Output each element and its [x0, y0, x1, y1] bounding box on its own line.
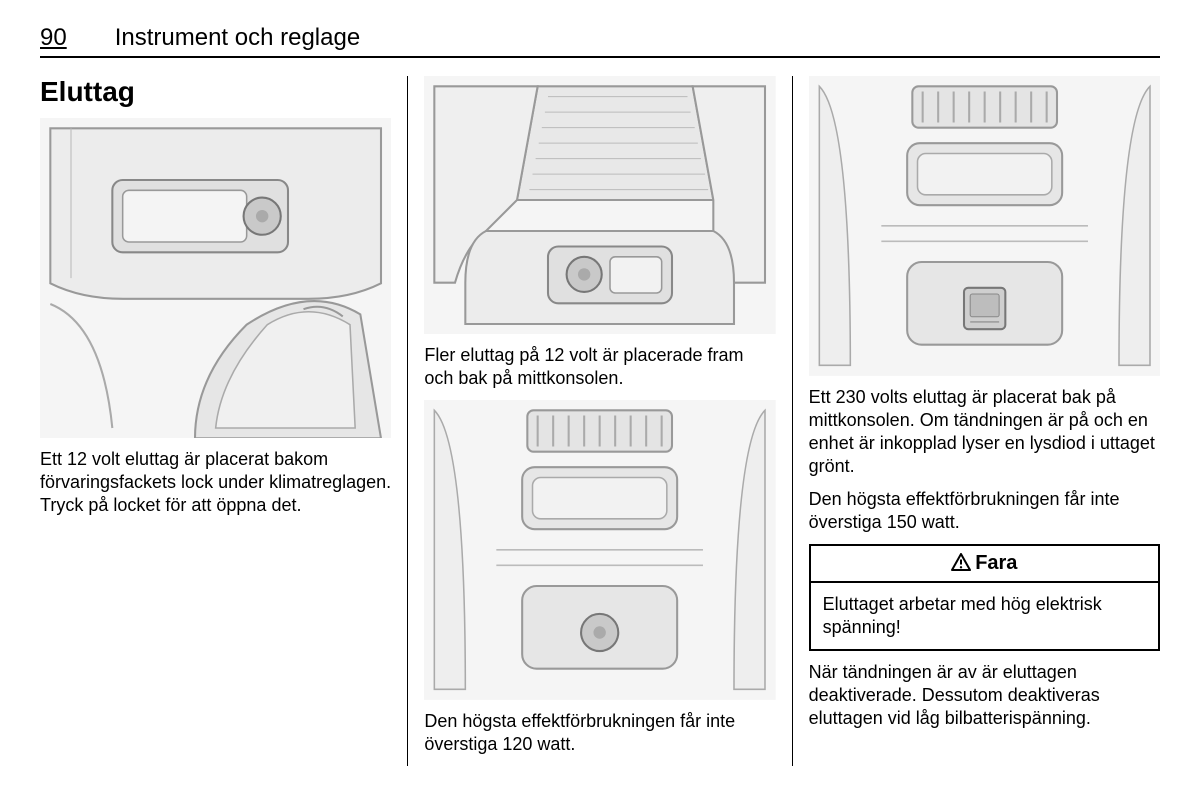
warning-title: Fara	[811, 546, 1158, 583]
paragraph: Den högsta effektförbrukningen får inte …	[809, 488, 1160, 534]
page-number: 90	[40, 24, 67, 52]
paragraph: Den högsta effektförbrukningen får inte …	[424, 710, 775, 756]
column-2: Fler eluttag på 12 volt är placerade fra…	[407, 76, 791, 766]
column-3: Ett 230 volts eluttag är placerat bak på…	[792, 76, 1160, 766]
paragraph: Ett 230 volts eluttag är placerat bak på…	[809, 386, 1160, 478]
content-columns: Eluttag Ett 12 volt eluttag är placerat …	[40, 76, 1160, 766]
illustration-rear-console-12v	[424, 400, 775, 700]
warning-body: Eluttaget arbetar med hög elektrisk spän…	[811, 583, 1158, 649]
warning-box: Fara Eluttaget arbetar med hög elektrisk…	[809, 544, 1160, 651]
illustration-rear-console-230v	[809, 76, 1160, 376]
page-header: 90 Instrument och reglage	[40, 24, 1160, 58]
column-1: Eluttag Ett 12 volt eluttag är placerat …	[40, 76, 407, 766]
section-heading: Eluttag	[40, 76, 391, 108]
paragraph: Fler eluttag på 12 volt är placerade fra…	[424, 344, 775, 390]
chapter-title: Instrument och reglage	[115, 24, 360, 52]
illustration-front-console-outlet	[40, 118, 391, 438]
warning-title-text: Fara	[975, 552, 1017, 574]
warning-icon	[951, 553, 971, 571]
paragraph: När tändningen är av är eluttagen deakti…	[809, 661, 1160, 730]
illustration-floor-outlet	[424, 76, 775, 334]
paragraph: Ett 12 volt eluttag är placerat bakom fö…	[40, 448, 391, 517]
